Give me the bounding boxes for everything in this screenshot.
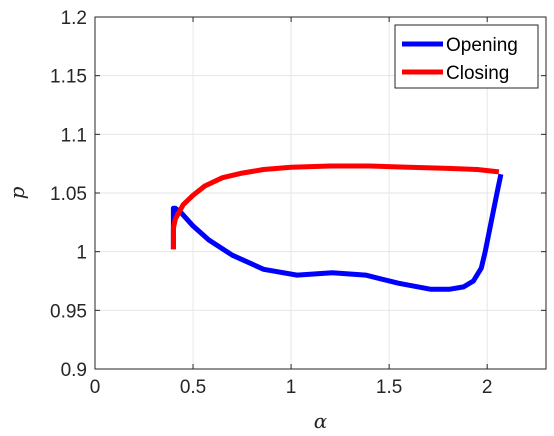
x-tick-label: 1 xyxy=(286,377,297,398)
y-tick-label: 1.2 xyxy=(61,8,87,29)
series-line-closing xyxy=(170,163,500,250)
legend-label-closing: Closing xyxy=(446,63,509,84)
x-tick-label: 1.5 xyxy=(376,377,402,398)
tick-labels: 0 0.5 1 1.5 2 0.9 0.95 1 1.05 1.1 1.15 1.2 xyxy=(50,8,492,398)
x-axis-label: α xyxy=(314,409,328,433)
legend-label-opening: Opening xyxy=(446,35,518,56)
y-tick-label: 1 xyxy=(76,243,87,264)
y-axis-label: p xyxy=(5,186,29,199)
series-line-opening xyxy=(170,173,504,292)
x-tick-label: 0 xyxy=(90,377,101,398)
x-tick-label: 2 xyxy=(482,377,493,398)
y-tick-label: 1.15 xyxy=(50,67,87,88)
legend: Opening Closing xyxy=(394,24,539,89)
ticks xyxy=(94,16,546,370)
y-tick-label: 1.05 xyxy=(50,184,87,205)
y-tick-label: 0.9 xyxy=(61,360,87,381)
legend-box xyxy=(394,24,539,89)
series-layer xyxy=(170,163,504,292)
y-tick-label: 1.1 xyxy=(61,125,87,146)
y-tick-label: 0.95 xyxy=(50,301,87,322)
x-tick-label: 0.5 xyxy=(180,377,206,398)
